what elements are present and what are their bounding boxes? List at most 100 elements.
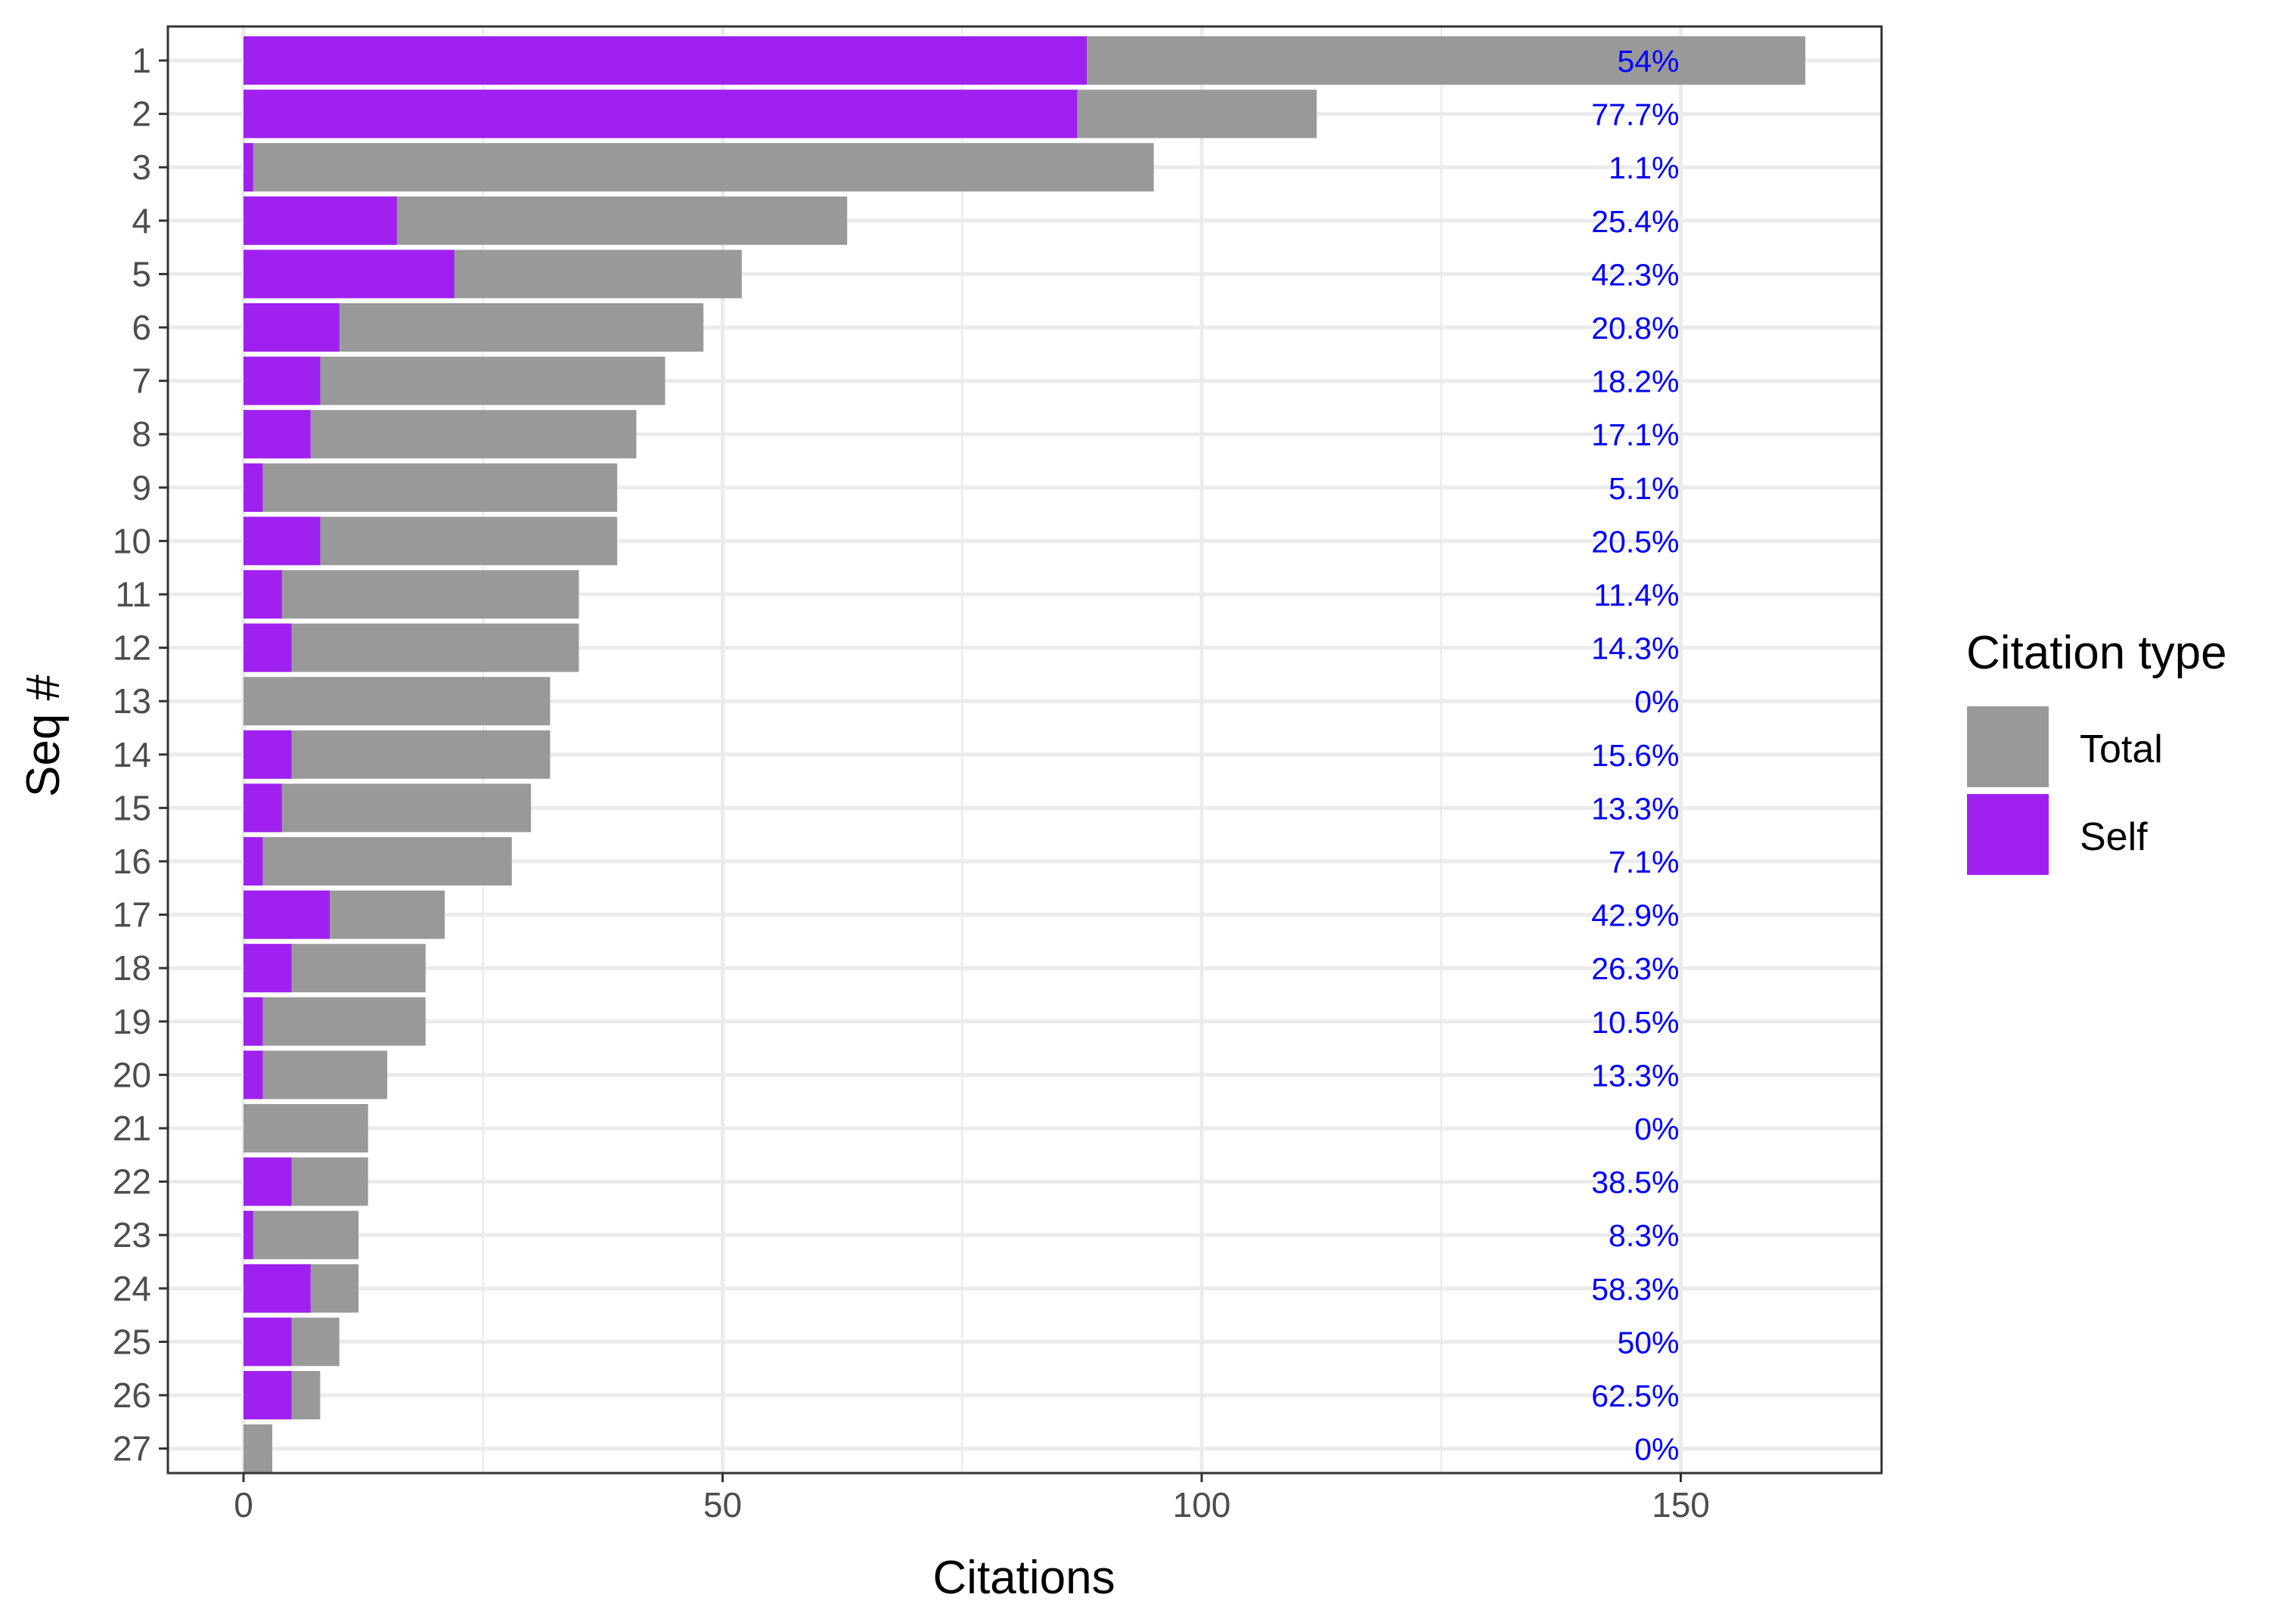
y-tick-label-5: 5	[132, 254, 151, 293]
panel-border	[166, 25, 1883, 1475]
pct-label-2: 77.7%	[1591, 98, 1679, 132]
bar-total-27	[244, 1424, 273, 1473]
bar-self-1	[244, 36, 1087, 85]
bar-self-26	[244, 1371, 292, 1419]
y-tick-label-21: 21	[113, 1109, 151, 1148]
pct-label-25: 50%	[1617, 1325, 1679, 1360]
pct-label-20: 13.3%	[1591, 1058, 1679, 1093]
pct-label-19: 10.5%	[1591, 1005, 1679, 1040]
bar-total-9	[244, 463, 618, 512]
bar-total-14	[244, 730, 551, 779]
bar-total-11	[244, 570, 579, 619]
plot-panel: 54%77.7%1.1%25.4%42.3%20.8%18.2%17.1%5.1…	[113, 25, 1883, 1524]
pct-label-23: 8.3%	[1609, 1218, 1679, 1253]
bar-self-17	[244, 890, 330, 939]
y-tick-label-13: 13	[113, 681, 151, 721]
y-tick-label-16: 16	[113, 842, 151, 881]
bar-self-6	[244, 303, 340, 352]
bar-self-18	[244, 944, 292, 993]
legend-key-total	[1967, 706, 2049, 787]
bar-self-22	[244, 1157, 292, 1206]
pct-label-5: 42.3%	[1591, 257, 1679, 292]
bar-self-10	[244, 516, 321, 566]
bar-self-9	[244, 463, 263, 512]
pct-label-24: 58.3%	[1591, 1272, 1679, 1307]
x-tick-label-150: 150	[1652, 1485, 1710, 1524]
bar-self-12	[244, 623, 292, 672]
bar-total-3	[244, 143, 1154, 192]
bar-total-15	[244, 783, 532, 833]
x-tick-label-100: 100	[1173, 1485, 1231, 1524]
y-tick-label-18: 18	[113, 948, 151, 988]
bar-self-20	[244, 1050, 263, 1100]
x-tick-label-0: 0	[234, 1485, 253, 1524]
bar-self-25	[244, 1317, 292, 1366]
bar-self-16	[244, 837, 263, 886]
y-tick-label-20: 20	[113, 1055, 151, 1094]
y-tick-label-23: 23	[113, 1215, 151, 1255]
legend-title: Citation type	[1966, 627, 2227, 679]
bar-self-11	[244, 570, 282, 619]
y-tick-label-3: 3	[132, 147, 151, 187]
y-tick-label-10: 10	[113, 521, 151, 560]
bar-total-23	[244, 1211, 359, 1260]
pct-label-1: 54%	[1617, 44, 1679, 79]
pct-label-9: 5.1%	[1609, 471, 1679, 506]
legend-key-self	[1967, 794, 2049, 875]
pct-label-10: 20.5%	[1591, 524, 1679, 559]
bar-total-13	[244, 677, 551, 726]
bar-self-7	[244, 356, 321, 405]
y-tick-label-17: 17	[113, 895, 151, 935]
pct-label-26: 62.5%	[1591, 1379, 1679, 1413]
pct-label-3: 1.1%	[1609, 150, 1679, 185]
bar-total-21	[244, 1104, 368, 1152]
bar-total-12	[244, 623, 579, 672]
pct-label-14: 15.6%	[1591, 738, 1679, 773]
pct-label-12: 14.3%	[1591, 631, 1679, 666]
y-tick-label-19: 19	[113, 1002, 151, 1041]
y-tick-label-11: 11	[115, 575, 151, 614]
y-tick-label-26: 26	[113, 1376, 151, 1415]
x-axis-title: Citations	[932, 1552, 1115, 1604]
legend-label-self: Self	[2080, 815, 2148, 859]
y-tick-label-25: 25	[113, 1322, 151, 1361]
y-axis-title: Seq #	[17, 674, 70, 797]
bar-self-24	[244, 1264, 311, 1313]
y-tick-label-9: 9	[132, 468, 151, 507]
pct-label-21: 0%	[1634, 1112, 1679, 1146]
bar-self-5	[244, 250, 455, 299]
pct-label-6: 20.8%	[1591, 311, 1679, 346]
y-tick-label-22: 22	[113, 1162, 151, 1202]
bar-self-15	[244, 783, 282, 833]
pct-label-17: 42.9%	[1591, 898, 1679, 933]
y-tick-label-15: 15	[113, 788, 151, 827]
bar-total-20	[244, 1050, 388, 1100]
y-tick-label-14: 14	[113, 735, 151, 774]
pct-label-15: 13.3%	[1591, 791, 1679, 826]
y-tick-label-12: 12	[113, 628, 151, 668]
y-tick-label-1: 1	[132, 41, 151, 80]
legend-label-total: Total	[2080, 727, 2163, 771]
pct-label-11: 11.4%	[1593, 578, 1679, 613]
bar-self-3	[244, 143, 253, 192]
pct-label-8: 17.1%	[1591, 417, 1679, 452]
pct-label-18: 26.3%	[1591, 951, 1679, 986]
legend: Citation type Total Self	[1966, 627, 2227, 875]
bar-self-8	[244, 410, 311, 459]
y-tick-label-8: 8	[132, 414, 151, 454]
x-tick-label-50: 50	[703, 1485, 742, 1524]
y-tick-label-2: 2	[132, 95, 151, 134]
bar-self-23	[244, 1211, 253, 1260]
pct-label-13: 0%	[1634, 684, 1679, 719]
pct-label-27: 0%	[1634, 1432, 1679, 1467]
pct-label-4: 25.4%	[1591, 204, 1679, 239]
y-tick-label-6: 6	[132, 308, 151, 347]
pct-label-7: 18.2%	[1591, 364, 1679, 399]
bar-self-2	[244, 89, 1078, 138]
bar-total-19	[244, 997, 426, 1046]
pct-label-16: 7.1%	[1609, 845, 1679, 879]
y-tick-label-24: 24	[113, 1269, 151, 1308]
bar-self-19	[244, 997, 263, 1046]
pct-label-22: 38.5%	[1591, 1165, 1679, 1200]
